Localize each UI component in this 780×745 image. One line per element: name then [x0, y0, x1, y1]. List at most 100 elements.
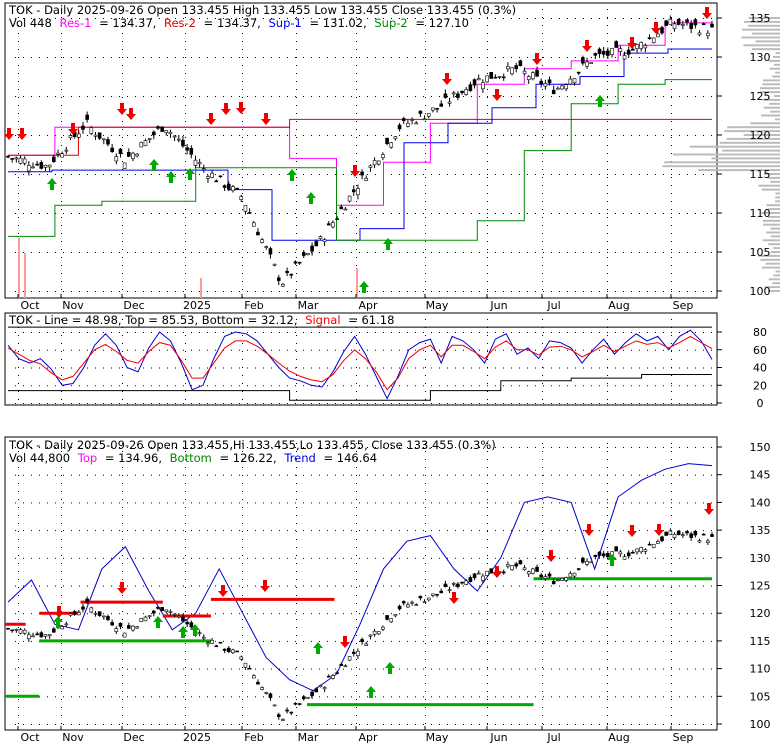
grid-dot	[122, 571, 123, 572]
grid-dot	[495, 668, 496, 670]
grid-dot	[296, 343, 297, 344]
grid-dot	[559, 474, 560, 476]
grid-dot	[447, 502, 448, 504]
grid-dot	[607, 153, 608, 154]
grid-dot	[119, 403, 120, 404]
grid-dot	[711, 135, 712, 136]
grid-dot	[631, 557, 632, 559]
grid-dot	[31, 252, 32, 253]
grid-dot	[647, 447, 648, 448]
grid-dot	[671, 707, 672, 708]
grid-dot	[167, 332, 168, 333]
grid-dot	[567, 213, 568, 214]
grid-dot	[23, 367, 24, 369]
grid-dot	[296, 707, 297, 708]
grid-dot	[711, 640, 712, 642]
grid-dot	[279, 502, 280, 504]
grid-dot	[15, 213, 16, 214]
grid-dot	[423, 403, 424, 404]
grid-dot	[71, 724, 72, 725]
grid-dot	[122, 233, 123, 234]
grid-dot	[631, 174, 632, 175]
grid-dot	[356, 249, 357, 250]
grid-dot	[367, 332, 368, 333]
grid-dot	[242, 273, 243, 274]
grid-dot	[175, 135, 176, 136]
grid-dot	[367, 557, 368, 559]
candle-body	[576, 71, 581, 74]
grid-dot	[231, 474, 232, 476]
sell-arrow	[126, 108, 136, 120]
grid-dot	[185, 667, 186, 668]
grid-dot	[663, 349, 664, 351]
grid-dot	[425, 41, 426, 42]
grid-dot	[527, 291, 528, 292]
grid-dot	[356, 443, 357, 444]
grid-dot	[663, 696, 664, 698]
grid-dot	[447, 367, 448, 369]
grid-dot	[399, 613, 400, 615]
grid-dot	[591, 447, 592, 448]
grid-dot	[296, 499, 297, 500]
grid-dot	[31, 585, 32, 587]
candle-body	[376, 631, 381, 635]
grid-dot	[487, 213, 488, 214]
grid-dot	[231, 213, 232, 214]
grid-dot	[39, 213, 40, 214]
grid-dot	[122, 185, 123, 186]
grid-dot	[61, 169, 62, 170]
candle-body	[481, 575, 485, 581]
grid-dot	[327, 96, 328, 97]
candle-body	[264, 246, 269, 248]
volume-profile-bar	[769, 102, 780, 105]
grid-dot	[247, 174, 248, 175]
grid-dot	[375, 252, 376, 253]
candle-body	[210, 639, 214, 644]
candle-body	[301, 252, 306, 256]
grid-dot	[623, 213, 624, 214]
candle-body	[368, 165, 373, 168]
grid-dot	[242, 507, 243, 508]
grid-dot	[343, 668, 344, 670]
grid-dot	[351, 557, 352, 559]
grid-dot	[207, 696, 208, 698]
volume-profile-bar	[758, 254, 780, 257]
x-tick-label: Oct	[20, 731, 40, 744]
x-tick-label: Feb	[244, 299, 263, 312]
grid-dot	[39, 557, 40, 559]
grid-dot	[647, 174, 648, 175]
candle-body	[685, 531, 689, 534]
grid-dot	[623, 332, 624, 333]
grid-dot	[335, 447, 336, 448]
grid-dot	[185, 121, 186, 122]
grid-dot	[367, 135, 368, 136]
grid-dot	[359, 213, 360, 214]
grid-dot	[255, 403, 256, 404]
volume-profile-bar	[751, 32, 780, 35]
grid-dot	[63, 18, 64, 19]
grid-dot	[671, 291, 672, 292]
grid-dot	[542, 129, 543, 130]
bottom-value: = 126.22,	[220, 451, 277, 465]
volume-profile-bar	[774, 118, 780, 121]
grid-dot	[671, 530, 672, 532]
grid-dot	[535, 291, 536, 292]
grid-dot	[223, 724, 224, 725]
grid-dot	[223, 18, 224, 19]
volume-profile-bar	[664, 161, 780, 164]
grid-dot	[63, 57, 64, 58]
grid-dot	[287, 557, 288, 559]
grid-dot	[671, 359, 672, 360]
grid-dot	[287, 57, 288, 58]
candle-body	[406, 604, 410, 608]
grid-dot	[711, 696, 712, 698]
grid-dot	[87, 724, 88, 725]
grid-dot	[639, 135, 640, 136]
grid-dot	[599, 403, 600, 404]
grid-dot	[487, 383, 488, 384]
grid-dot	[327, 403, 328, 404]
grid-dot	[703, 640, 704, 642]
grid-dot	[343, 557, 344, 559]
grid-dot	[122, 249, 123, 250]
